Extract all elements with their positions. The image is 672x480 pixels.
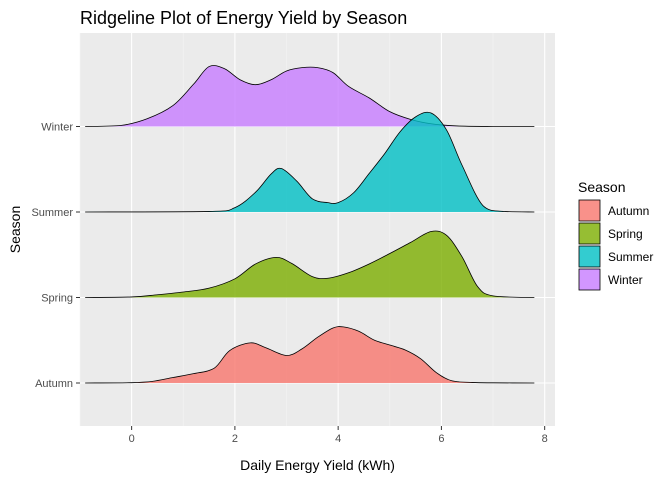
legend-key-spring	[578, 222, 601, 245]
ridge-fill-spring	[85, 231, 535, 298]
ridge-fill-autumn	[85, 326, 535, 383]
x-tick-label: 8	[542, 433, 548, 445]
x-tick-label: 6	[438, 433, 444, 445]
ridge-outline-summer	[85, 111, 535, 213]
ridge-fill-winter	[85, 65, 535, 127]
y-tick-label-spring: Spring	[41, 293, 73, 305]
legend-label-autumn: Autumn	[608, 204, 649, 218]
axes: 0 2 4 6 8 Autumn Spring Summer Winter	[31, 122, 547, 446]
chart-title: Ridgeline Plot of Energy Yield by Season	[80, 8, 407, 28]
x-tick-label: 0	[129, 433, 135, 445]
ridge-fill-summer	[85, 112, 535, 212]
x-tick-label: 4	[335, 433, 341, 445]
legend-key-autumn	[578, 199, 601, 222]
y-tick-label-autumn: Autumn	[35, 378, 73, 390]
y-axis-title: Season	[7, 206, 23, 253]
ridges	[85, 65, 535, 384]
legend-items: Autumn Spring Summer Winter	[578, 199, 653, 291]
legend-title: Season	[578, 179, 625, 195]
ridge-outline-spring	[85, 230, 535, 298]
x-axis-title: Daily Energy Yield (kWh)	[240, 457, 395, 473]
legend-label-spring: Spring	[608, 227, 643, 241]
y-tick-label-summer: Summer	[31, 207, 73, 219]
x-tick-label: 2	[232, 433, 238, 445]
ridge-outline-autumn	[85, 326, 535, 384]
legend-label-winter: Winter	[608, 273, 643, 287]
y-tick-label-winter: Winter	[41, 122, 73, 134]
legend-key-summer	[578, 245, 601, 268]
legend-label-summer: Summer	[608, 250, 653, 264]
legend-key-winter	[578, 268, 601, 291]
legend: Season Autumn Spring Summer Winter	[578, 179, 653, 291]
